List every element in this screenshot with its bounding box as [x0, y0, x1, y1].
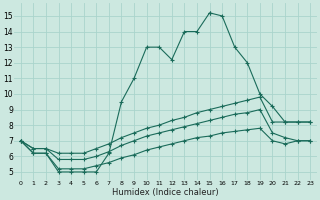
X-axis label: Humidex (Indice chaleur): Humidex (Indice chaleur) — [112, 188, 219, 197]
